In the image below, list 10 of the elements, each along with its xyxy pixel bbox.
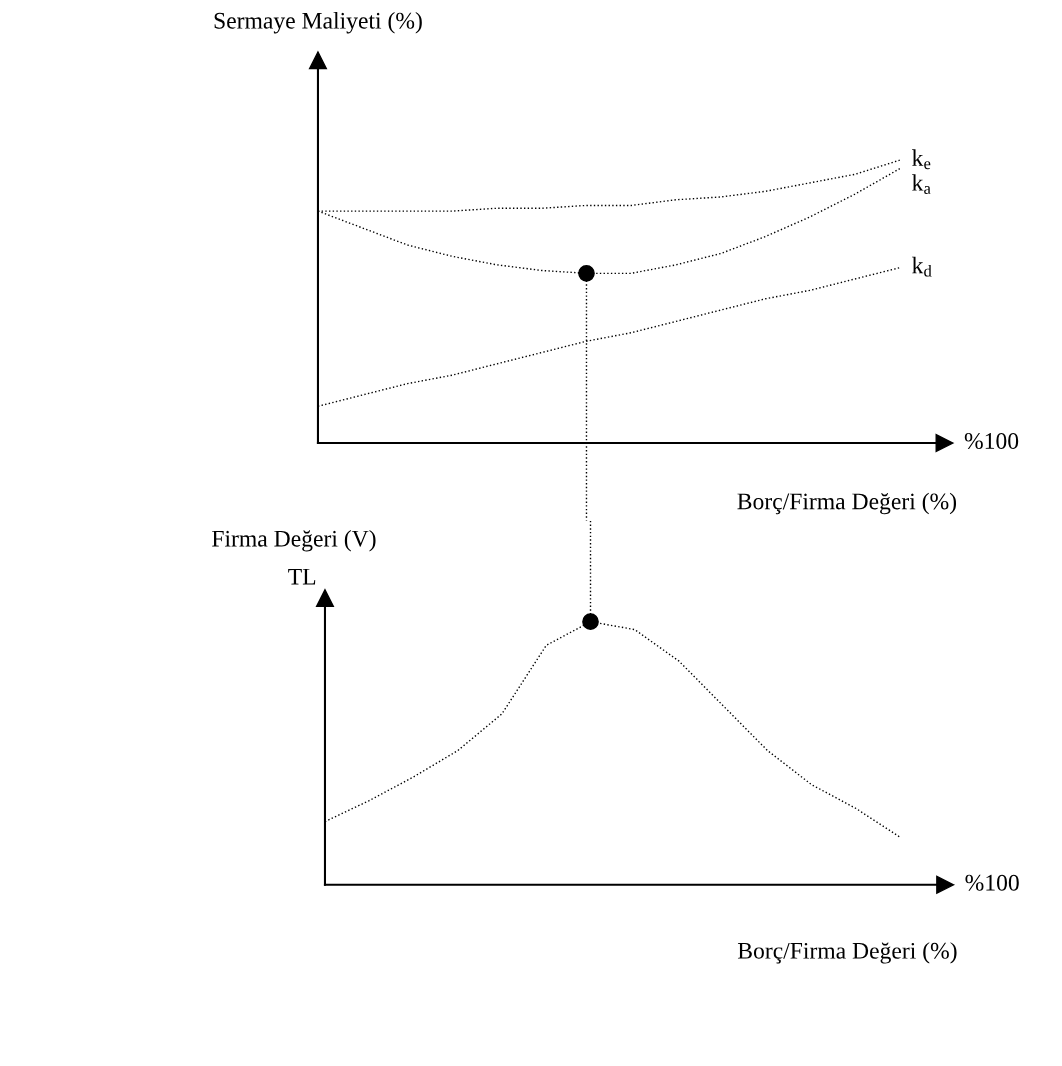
x-axis-title: Borç/Firma Değeri (%) <box>737 942 957 964</box>
chart-title: Firma Değeri (V) <box>212 530 376 552</box>
series-label: k$_{d}$ <box>912 256 932 277</box>
text: %100 <box>965 874 1019 891</box>
series-label: k$_{a}$ <box>912 174 931 194</box>
y-axis-title: Sermaye Maliyeti (%) <box>214 12 422 34</box>
y-axis-title: TL <box>288 568 316 585</box>
x-axis-title: Borç/Firma Değeri (%) <box>737 492 957 515</box>
series-label: k$_{e}$ <box>912 149 931 170</box>
text: %100 <box>964 433 1019 450</box>
